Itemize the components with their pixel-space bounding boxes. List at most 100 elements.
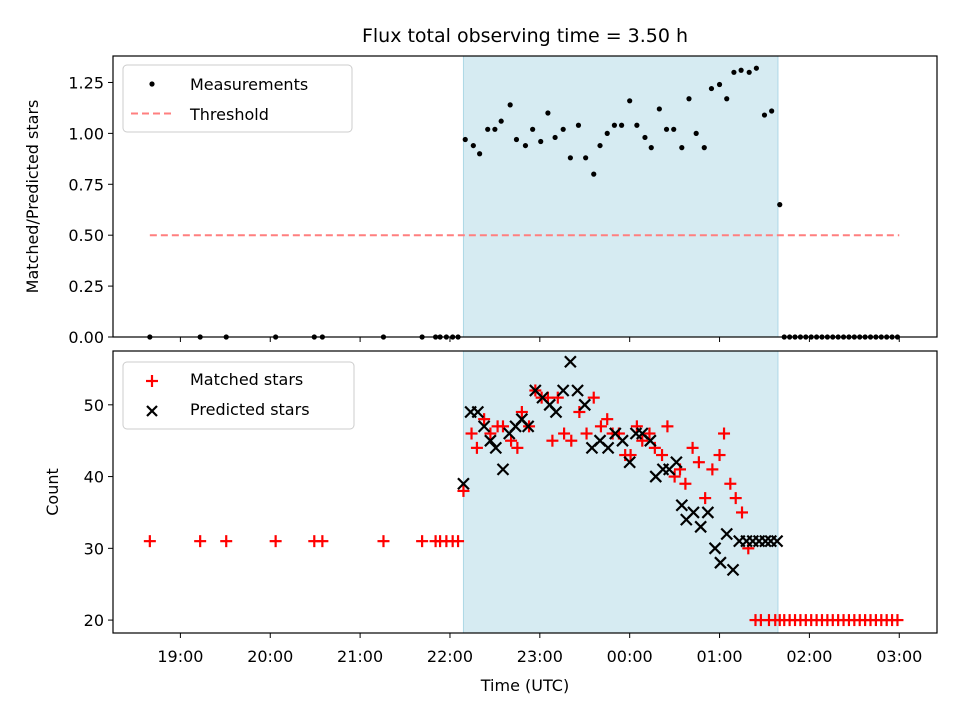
predicted-star-point — [708, 542, 722, 555]
matched-star-point — [457, 484, 470, 497]
predicted-star-point — [694, 520, 707, 534]
measurement-point — [656, 106, 662, 112]
top-x-ticks — [179, 337, 900, 342]
x-tick-label: 23:00 — [517, 647, 563, 666]
matched-star-point — [496, 420, 509, 433]
top-y-axis-label: Matched/Predicted stars — [23, 100, 42, 294]
matched-star-point — [724, 477, 737, 490]
x-tick-label: 22:00 — [427, 647, 473, 666]
matched-star-point — [465, 427, 478, 440]
top-y-ticks: 0.00 0.25 0.50 0.75 1.00 1.25 — [68, 73, 113, 347]
measurement-point — [724, 96, 730, 102]
measurement-point — [485, 126, 491, 132]
predicted-star-point — [644, 434, 657, 447]
top-legend-box — [122, 64, 353, 133]
top-shaded-region — [462, 55, 779, 338]
bottom-y-ticks: 20 30 40 50 — [84, 396, 113, 630]
bottom-legend-box — [122, 361, 355, 430]
measurement-point — [575, 122, 582, 128]
matched-star-point — [706, 463, 719, 476]
top-y-tick-label: 0.00 — [68, 328, 104, 347]
predicted-star-point — [720, 527, 734, 541]
measurement-point — [777, 202, 783, 208]
measurement-point — [498, 118, 504, 124]
matched-star-point — [416, 535, 429, 548]
bottom-legend: Matched stars Predicted stars — [122, 361, 355, 430]
predicted-star-point — [477, 420, 491, 433]
matched-star-point — [594, 420, 607, 433]
legend-predicted-label: Predicted stars — [190, 400, 310, 419]
x-tick-label: 02:00 — [786, 647, 832, 666]
predicted-star-point — [701, 506, 715, 519]
measurement-point — [746, 69, 752, 75]
measurement-point — [567, 155, 573, 161]
measurement-point — [604, 130, 610, 136]
measurement-point — [552, 134, 558, 141]
predicted-star-point — [489, 441, 503, 455]
measurement-point — [462, 136, 468, 143]
matched-star-point — [551, 391, 564, 404]
x-tick-label: 01:00 — [696, 647, 742, 666]
measurement-point — [671, 126, 677, 132]
legend-matched-label: Matched stars — [190, 370, 303, 389]
predicted-star-point — [556, 384, 570, 397]
predicted-star-point — [714, 556, 727, 569]
top-axes: 0.00 0.25 0.50 0.75 1.00 1.25 Matched/Predict… — [23, 55, 938, 347]
matched-star-point — [699, 492, 712, 505]
matched-star-point — [587, 391, 600, 404]
bottom-x-ticks: 19:00 20:00 21:00 22:00 23:00 00:00 01:00 02:00… — [157, 633, 922, 666]
matched-star-point — [718, 427, 731, 440]
matched-star-point — [656, 449, 669, 462]
x-tick-label: 03:00 — [876, 647, 922, 666]
matched-star-point — [624, 449, 637, 462]
predicted-star-point — [484, 434, 497, 447]
predicted-star-point — [726, 563, 740, 577]
top-y-tick-label: 1.00 — [68, 124, 104, 143]
measurement-point — [611, 122, 618, 128]
top-y-tick-label: 0.50 — [68, 226, 104, 245]
predicted-star-point — [759, 534, 772, 548]
measurement-point — [642, 134, 648, 141]
measurement-point — [470, 142, 476, 149]
matched-star-point — [143, 535, 156, 548]
x-tick-label: 20:00 — [247, 647, 293, 666]
bottom-y-tick-label: 30 — [84, 539, 104, 558]
matched-star-point — [194, 535, 207, 548]
matched-star-point — [558, 427, 571, 440]
measurement-point — [627, 98, 633, 104]
matched-star-point — [515, 405, 528, 418]
matched-star-point — [713, 449, 726, 462]
measurement-point — [731, 69, 737, 75]
top-axes-frame — [112, 55, 938, 338]
top-y-tick-label: 0.75 — [68, 175, 104, 194]
bottom-y-tick-label: 40 — [84, 468, 104, 487]
measurement-point — [686, 96, 692, 102]
x-tick-label: 19:00 — [157, 647, 203, 666]
chart-title: Flux total observing time = 3.50 h — [362, 25, 688, 47]
measurement-point — [753, 65, 759, 71]
predicted-star-point — [521, 420, 535, 433]
predicted-star-point — [675, 498, 689, 512]
matched-star-point — [661, 420, 674, 433]
predicted-star-point — [770, 534, 784, 548]
legend-threshold-label: Threshold — [189, 105, 269, 124]
matched-star-point — [891, 614, 904, 627]
predicted-star-point — [670, 455, 683, 469]
matched-star-point — [452, 535, 465, 548]
measurement-point — [492, 126, 498, 132]
predicted-star-point — [471, 405, 485, 419]
matched-star-point — [580, 427, 593, 440]
bottom-y-axis-label: Count — [43, 468, 62, 516]
predicted-star-point — [571, 384, 584, 397]
matched-star-point — [220, 535, 233, 548]
matched-star-point — [643, 427, 656, 440]
measurement-point — [545, 110, 551, 116]
legend-measurement-marker — [149, 81, 155, 87]
x-tick-label: 21:00 — [337, 647, 383, 666]
matched-star-point — [484, 427, 497, 440]
measurement-point — [530, 126, 536, 132]
measurement-point — [538, 138, 544, 145]
predicted-star-point — [578, 398, 592, 412]
measurement-point — [738, 67, 744, 73]
